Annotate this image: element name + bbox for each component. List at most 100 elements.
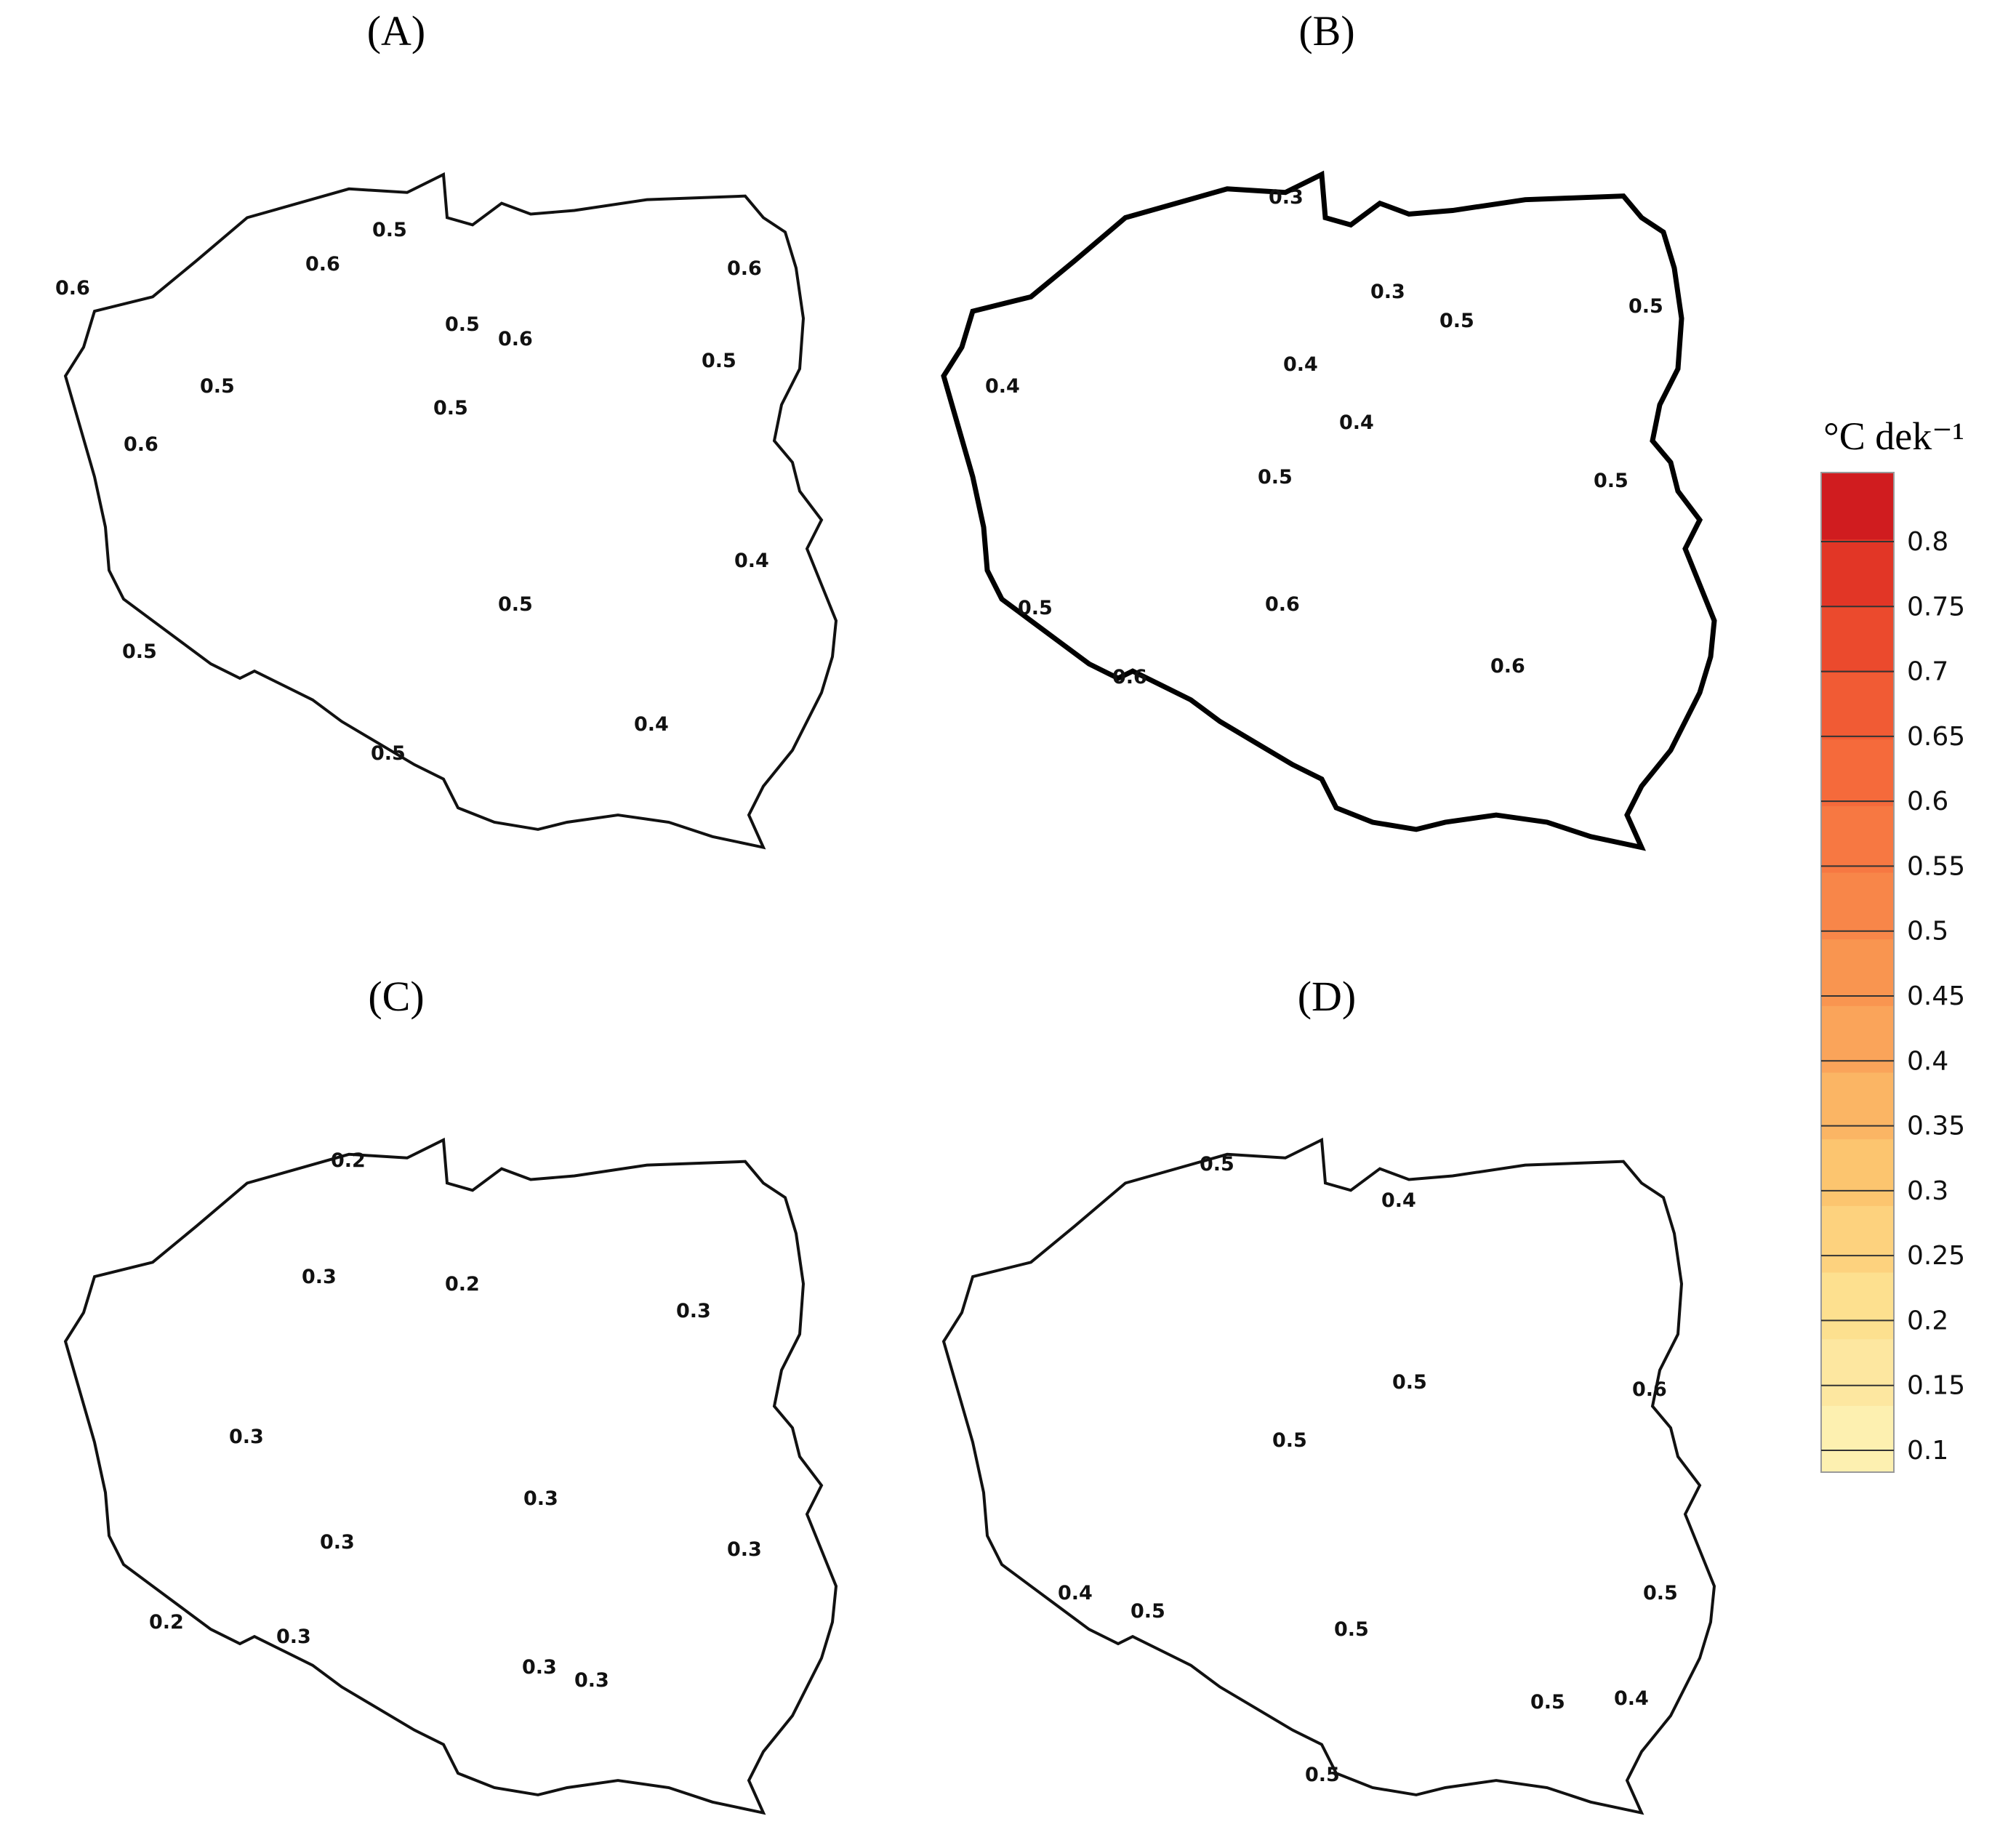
panel-a-contour-label: 0.5 (200, 375, 235, 398)
legend-ticks: 0.8 0.75 0.7 0.65 0.6 0.55 0.5 0.45 0.4 0.35 0.3 0.… (1821, 527, 1965, 1466)
legend-band (1821, 872, 1894, 940)
panel-b-contour-label: 0.6 (1112, 666, 1147, 688)
panel-a-contour-label: 0.4 (634, 713, 669, 736)
panel-a-contour-label: 0.5 (498, 593, 533, 616)
panel-d-contour-label: 0.5 (1200, 1153, 1234, 1176)
panel-d-contour-label: 0.5 (1272, 1429, 1307, 1452)
legend-tick-label: 0.4 (1907, 1046, 1948, 1076)
panel-c-contour-label: 0.3 (229, 1426, 264, 1448)
panel-d-contour-label: 0.4 (1381, 1189, 1416, 1212)
panel-c-contour-label: 0.2 (331, 1149, 366, 1172)
panel-b-contour-label: 0.5 (1018, 597, 1053, 619)
panel-a-contour (450, 210, 648, 837)
panel-c-zone-west (233, 1505, 364, 1621)
legend-tick-label: 0.65 (1907, 722, 1965, 752)
legend-band (1821, 939, 1894, 1006)
legend-unit: °C dek⁻¹ (1823, 414, 1964, 458)
panel-d-title: (D) (1298, 973, 1357, 1020)
panel-a-contour-label: 0.5 (122, 640, 157, 663)
panel-a-contour (217, 188, 484, 764)
panel-b-zone-south (1091, 589, 1469, 807)
panel-c-contour-labels: 0.2 0.3 0.2 0.3 0.3 0.3 0.3 0.3 0.2 0.3 … (149, 1149, 762, 1692)
panel-a-contour-label: 0.6 (305, 253, 340, 276)
legend-tick-label: 0.25 (1907, 1241, 1965, 1271)
panel-c-zone-southwest (65, 1418, 218, 1563)
panel-b: (B) 0.3 0.3 0.5 0.5 0.4 0.4 0.4 0.5 0.5 … (894, 7, 1736, 887)
legend-tick-label: 0.55 (1907, 851, 1965, 881)
panel-b-contour-label: 0.3 (1370, 281, 1405, 303)
panel-d-base-fill (944, 1140, 1714, 1813)
legend-bands (1821, 473, 1894, 1473)
panel-b-contour-label: 0.4 (1283, 353, 1318, 376)
panel-c-contour-label: 0.3 (523, 1487, 558, 1510)
legend-band (1821, 672, 1894, 740)
panel-a-zone-northeast (451, 189, 742, 378)
legend-band (1821, 1272, 1894, 1340)
color-legend: °C dek⁻¹ 0.8 0.75 0.7 0.65 0.6 0.55 0.5 0.45 0.4… (1820, 414, 1965, 1473)
legend-tick-label: 0.35 (1907, 1112, 1965, 1141)
panel-c-contour-label: 0.3 (574, 1669, 609, 1692)
panel-a-contour-label: 0.5 (702, 350, 736, 372)
legend-tick-label: 0.2 (1907, 1306, 1948, 1335)
panel-d-zone-north (1309, 1140, 1425, 1381)
panel-b-contour-label: 0.5 (1258, 466, 1293, 489)
legend-tick-label: 0.8 (1907, 527, 1948, 557)
panel-a-contour-label: 0.6 (498, 328, 533, 350)
legend-band (1821, 473, 1894, 540)
panel-a-contour-label: 0.5 (433, 397, 468, 419)
panel-c-zone-north (378, 1140, 509, 1279)
panel-c-contour-label: 0.3 (320, 1531, 355, 1554)
legend-band (1821, 606, 1894, 673)
panel-b-contour-label: 0.5 (1439, 310, 1474, 332)
panel-c-contour-label: 0.3 (302, 1266, 337, 1288)
panel-b-base-fill (944, 174, 1714, 848)
panel-c-contour-label: 0.3 (276, 1626, 311, 1648)
panel-c-contour-label: 0.3 (676, 1300, 711, 1322)
panel-b-contour-label: 0.5 (1594, 470, 1628, 492)
legend-band (1821, 1138, 1894, 1206)
panel-c-contour-label: 0.2 (445, 1273, 480, 1295)
panel-b-contour-labels: 0.3 0.3 0.5 0.5 0.4 0.4 0.4 0.5 0.5 0.6 … (985, 186, 1663, 688)
legend-band (1821, 1405, 1894, 1473)
panel-a-contour-label: 0.6 (727, 257, 762, 280)
legend-band (1821, 806, 1894, 873)
panel-d-contour-label: 0.5 (1130, 1600, 1165, 1623)
panel-d-zone-northeast (1476, 1149, 1714, 1352)
panel-d-map (944, 1140, 1714, 1813)
legend-tick-label: 0.75 (1907, 592, 1965, 622)
panel-a-contour-labels: 0.6 0.6 0.5 0.5 0.6 0.6 0.5 0.5 0.6 0.5 … (55, 219, 769, 765)
panel-c-map (65, 1140, 836, 1813)
panel-d-contour-label: 0.5 (1334, 1618, 1369, 1641)
panel-c-title: (C) (368, 973, 424, 1020)
legend-band (1821, 1005, 1894, 1073)
panel-b-border (944, 174, 1714, 848)
panel-a: (A) 0.6 0.6 0.5 0.5 0.6 0.6 0.5 0.5 0.6 … (55, 7, 838, 849)
panel-d-contour-labels: 0.5 0.4 0.5 0.6 0.5 0.5 0.4 0.5 0.5 0.5 … (1058, 1153, 1678, 1786)
panel-d-contour-label: 0.4 (1058, 1582, 1093, 1604)
panel-a-contour-label: 0.5 (371, 742, 406, 765)
panel-d-border (942, 1138, 1716, 1815)
legend-frame (1820, 472, 1895, 1473)
legend-tick-label: 0.5 (1907, 917, 1948, 947)
panel-a-contour-label: 0.6 (124, 433, 158, 456)
panel-c-base-fill (65, 1140, 836, 1813)
panel-c-contour-label: 0.3 (727, 1538, 762, 1561)
panel-d-contour-label: 0.6 (1632, 1378, 1667, 1401)
legend-band (1821, 739, 1894, 806)
panel-c-hatching-east (502, 1163, 785, 1461)
panel-d-contour-label: 0.5 (1643, 1582, 1678, 1604)
panel-d-contour-label: 0.5 (1305, 1764, 1340, 1786)
panel-b-zone-north (1280, 174, 1454, 349)
legend-tick-label: 0.7 (1907, 657, 1948, 687)
legend-tick-label: 0.1 (1907, 1436, 1948, 1466)
panel-b-contour-label: 0.5 (1628, 295, 1663, 318)
panel-b-contour-label: 0.4 (985, 375, 1020, 398)
legend-tick-label: 0.3 (1907, 1176, 1948, 1206)
panel-c-contour-label: 0.3 (522, 1656, 557, 1679)
panel-a-zone-east (567, 443, 785, 792)
panel-d-contour-label: 0.4 (1614, 1687, 1649, 1710)
panel-a-contour-label: 0.5 (372, 219, 407, 241)
panel-d-contour-label: 0.5 (1530, 1691, 1565, 1714)
panel-b-title: (B) (1298, 7, 1354, 55)
